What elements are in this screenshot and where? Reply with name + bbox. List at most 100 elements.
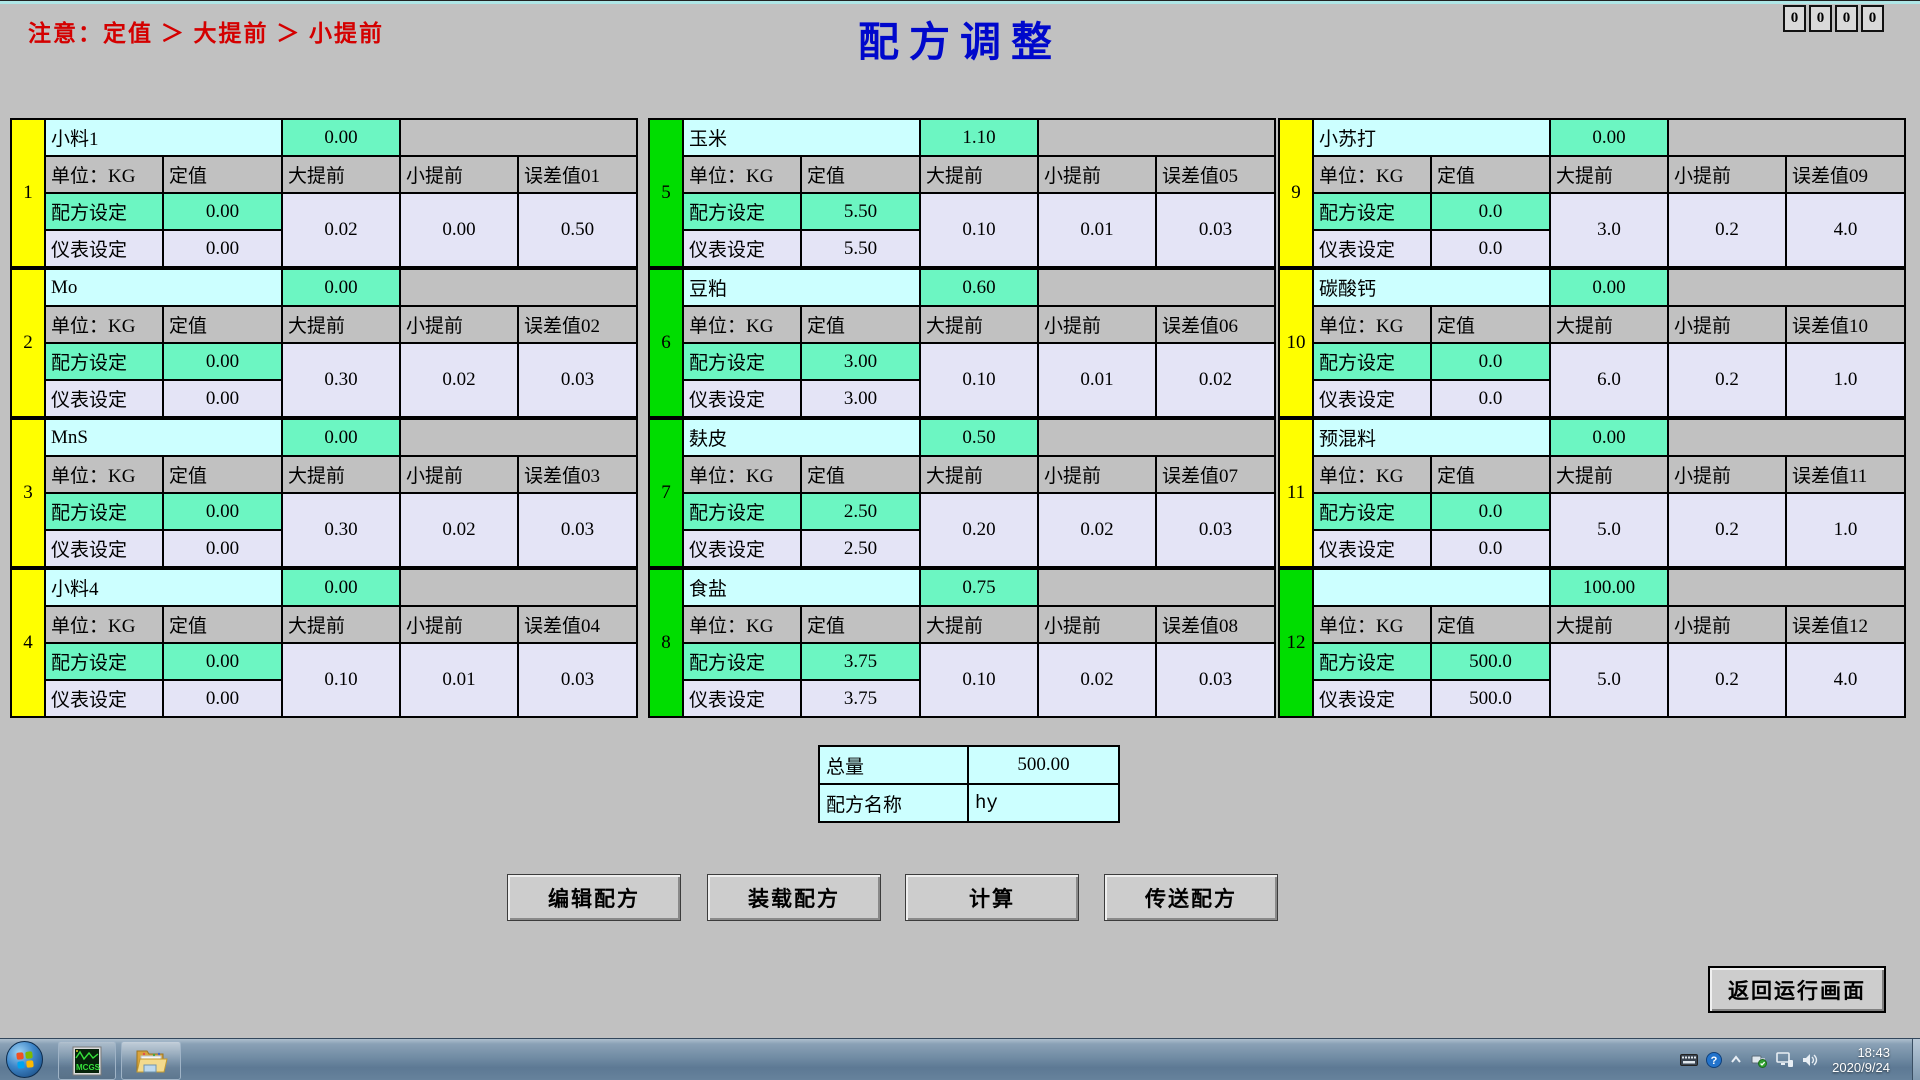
taskbar-app-mcgs[interactable]: MCGS	[58, 1041, 116, 1080]
ingredient-name[interactable]: Mo	[44, 268, 283, 307]
big-advance-value[interactable]: 6.0	[1549, 342, 1670, 418]
ingredient-name[interactable]	[1312, 568, 1551, 607]
recipe-name-value[interactable]: hy	[967, 783, 1120, 823]
small-advance-value[interactable]: 0.2	[1667, 342, 1788, 418]
ingredient-name[interactable]: 玉米	[681, 118, 922, 157]
small-advance-value[interactable]: 0.01	[1037, 342, 1158, 418]
recipe-set-label: 配方设定	[44, 192, 164, 231]
recipe-set-value[interactable]: 0.00	[161, 192, 284, 231]
big-advance-value[interactable]: 0.10	[281, 642, 402, 718]
meter-set-value[interactable]: 2.50	[799, 529, 922, 568]
meter-set-value[interactable]: 0.0	[1429, 529, 1552, 568]
small-advance-label: 小提前	[399, 155, 520, 194]
big-advance-value[interactable]: 0.30	[281, 342, 401, 418]
meter-set-value[interactable]: 0.00	[162, 379, 283, 418]
network-icon[interactable]	[1776, 1052, 1794, 1068]
edit-recipe-button[interactable]: 编辑配方	[507, 874, 681, 921]
taskbar-clock[interactable]: 18:43 2020/9/24	[1832, 1045, 1890, 1075]
small-advance-value[interactable]: 0.00	[399, 192, 520, 268]
recipe-set-value[interactable]: 0.0	[1429, 492, 1552, 531]
recipe-set-value[interactable]: 2.50	[799, 492, 922, 531]
meter-set-value[interactable]: 3.75	[799, 679, 922, 718]
ingredient-name[interactable]: 麸皮	[681, 418, 922, 457]
big-advance-value[interactable]: 0.10	[919, 642, 1040, 718]
recipe-set-value[interactable]: 500.0	[1430, 642, 1551, 681]
big-advance-value[interactable]: 0.30	[281, 492, 401, 568]
taskbar-app-explorer[interactable]	[121, 1041, 181, 1080]
error-value[interactable]: 0.03	[1155, 642, 1277, 718]
small-advance-value[interactable]: 0.01	[399, 642, 520, 718]
taskbar: MCGS ? 18:43 2020/	[0, 1038, 1920, 1080]
weighed-value: 0.60	[919, 268, 1040, 307]
load-recipe-button[interactable]: 装载配方	[707, 874, 881, 921]
error-value[interactable]: 0.03	[1155, 192, 1277, 268]
meter-set-value[interactable]: 0.0	[1429, 379, 1552, 418]
volume-icon[interactable]	[1802, 1052, 1818, 1068]
error-value[interactable]: 1.0	[1785, 492, 1907, 568]
back-to-run-screen-button[interactable]: 返回运行画面	[1708, 966, 1886, 1013]
recipe-set-value[interactable]: 0.0	[1429, 342, 1552, 381]
total-value[interactable]: 500.00	[967, 745, 1120, 785]
small-advance-value[interactable]: 0.02	[399, 492, 519, 568]
start-button[interactable]	[6, 1041, 43, 1078]
small-advance-value[interactable]: 0.2	[1667, 642, 1787, 718]
calculate-button[interactable]: 计算	[905, 874, 1079, 921]
recipe-set-value[interactable]: 3.00	[799, 342, 922, 381]
small-advance-value[interactable]: 0.02	[1037, 492, 1158, 568]
error-value[interactable]: 4.0	[1785, 642, 1906, 718]
show-desktop-button[interactable]	[1912, 1039, 1920, 1080]
big-advance-value[interactable]: 5.0	[1549, 492, 1670, 568]
meter-set-value[interactable]: 5.50	[799, 229, 922, 268]
error-value[interactable]: 0.03	[517, 642, 639, 718]
small-advance-value[interactable]: 0.2	[1667, 192, 1788, 268]
ingredient-name[interactable]: 食盐	[681, 568, 922, 607]
weighed-value: 0.00	[1549, 418, 1670, 457]
big-advance-value[interactable]: 0.02	[281, 192, 402, 268]
meter-set-value[interactable]: 500.0	[1430, 679, 1551, 718]
small-advance-value[interactable]: 0.02	[1037, 642, 1158, 718]
big-advance-value[interactable]: 0.10	[919, 192, 1040, 268]
ingredient-name[interactable]: 豆粕	[681, 268, 922, 307]
recipe-set-label: 配方设定	[1312, 192, 1432, 231]
error-label: 误差值05	[1155, 155, 1277, 194]
name-row-filler	[1667, 418, 1907, 457]
error-value[interactable]: 1.0	[1785, 342, 1907, 418]
ingredient-name[interactable]: 碳酸钙	[1311, 268, 1552, 307]
ingredient-name[interactable]: 小料1	[43, 118, 284, 157]
ingredient-name[interactable]: MnS	[44, 418, 283, 457]
meter-set-value[interactable]: 0.00	[161, 679, 284, 718]
big-advance-value[interactable]: 0.20	[919, 492, 1040, 568]
counter-box-4: 0	[1861, 5, 1884, 32]
recipe-set-value[interactable]: 3.75	[799, 642, 922, 681]
recipe-set-value[interactable]: 0.00	[162, 492, 283, 531]
big-advance-value[interactable]: 5.0	[1549, 642, 1669, 718]
error-value[interactable]: 0.50	[517, 192, 639, 268]
small-advance-value[interactable]: 0.2	[1667, 492, 1788, 568]
error-value[interactable]: 0.02	[1155, 342, 1277, 418]
ingredient-name[interactable]: 小苏打	[1311, 118, 1552, 157]
tray-expand-icon[interactable]	[1730, 1055, 1742, 1065]
error-value[interactable]: 0.03	[1155, 492, 1277, 568]
keyboard-icon[interactable]	[1680, 1054, 1699, 1066]
recipe-set-value[interactable]: 0.00	[161, 642, 284, 681]
weighed-value: 0.00	[281, 118, 402, 157]
help-icon[interactable]: ?	[1706, 1052, 1723, 1068]
meter-set-value[interactable]: 0.00	[162, 529, 283, 568]
meter-set-value[interactable]: 0.0	[1429, 229, 1552, 268]
small-advance-value[interactable]: 0.01	[1037, 192, 1158, 268]
recipe-set-value[interactable]: 5.50	[799, 192, 922, 231]
error-value[interactable]: 0.03	[517, 492, 638, 568]
ingredient-name[interactable]: 预混料	[1311, 418, 1552, 457]
big-advance-value[interactable]: 0.10	[919, 342, 1040, 418]
ingredient-name[interactable]: 小料4	[43, 568, 284, 607]
recipe-set-value[interactable]: 0.0	[1429, 192, 1552, 231]
recipe-set-value[interactable]: 0.00	[162, 342, 283, 381]
meter-set-value[interactable]: 0.00	[161, 229, 284, 268]
meter-set-value[interactable]: 3.00	[799, 379, 922, 418]
usb-device-icon[interactable]	[1750, 1052, 1768, 1068]
error-value[interactable]: 0.03	[517, 342, 638, 418]
error-value[interactable]: 4.0	[1785, 192, 1907, 268]
send-recipe-button[interactable]: 传送配方	[1104, 874, 1278, 921]
big-advance-value[interactable]: 3.0	[1549, 192, 1670, 268]
small-advance-value[interactable]: 0.02	[399, 342, 519, 418]
